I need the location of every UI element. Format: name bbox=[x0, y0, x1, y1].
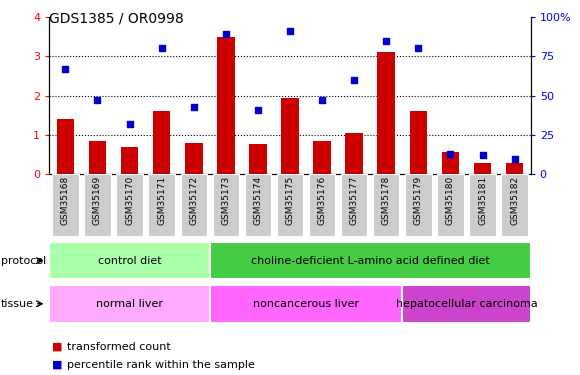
Bar bbox=[210, 285, 403, 322]
Text: GSM35177: GSM35177 bbox=[350, 176, 358, 225]
Bar bbox=[148, 174, 175, 236]
Text: GSM35176: GSM35176 bbox=[318, 176, 327, 225]
Text: GSM35180: GSM35180 bbox=[446, 176, 455, 225]
Text: ■: ■ bbox=[52, 342, 63, 352]
Text: GSM35181: GSM35181 bbox=[478, 176, 487, 225]
Bar bbox=[405, 174, 432, 236]
Text: GSM35182: GSM35182 bbox=[510, 176, 519, 225]
Bar bbox=[345, 133, 363, 174]
Text: ■: ■ bbox=[52, 360, 63, 369]
Bar bbox=[373, 174, 400, 236]
Bar bbox=[309, 174, 335, 236]
Point bbox=[382, 38, 391, 44]
Text: GSM35170: GSM35170 bbox=[125, 176, 134, 225]
Text: noncancerous liver: noncancerous liver bbox=[253, 299, 359, 309]
Text: GSM35178: GSM35178 bbox=[382, 176, 391, 225]
Text: choline-deficient L-amino acid defined diet: choline-deficient L-amino acid defined d… bbox=[251, 256, 490, 266]
Text: GSM35174: GSM35174 bbox=[253, 176, 262, 225]
Text: GSM35168: GSM35168 bbox=[61, 176, 70, 225]
Bar bbox=[153, 111, 171, 174]
Point bbox=[125, 121, 134, 127]
Bar bbox=[281, 98, 299, 174]
Text: GSM35172: GSM35172 bbox=[189, 176, 198, 225]
Bar bbox=[506, 163, 524, 174]
Bar bbox=[56, 119, 74, 174]
Point bbox=[510, 156, 519, 162]
Point bbox=[414, 45, 423, 51]
Text: GSM35169: GSM35169 bbox=[93, 176, 102, 225]
Text: GSM35173: GSM35173 bbox=[222, 176, 230, 225]
Bar bbox=[403, 285, 531, 322]
Bar bbox=[49, 285, 210, 322]
Text: tissue: tissue bbox=[1, 299, 34, 309]
Text: protocol: protocol bbox=[1, 256, 46, 266]
Bar bbox=[502, 174, 528, 236]
Bar bbox=[117, 174, 143, 236]
Point bbox=[253, 107, 263, 113]
Text: transformed count: transformed count bbox=[67, 342, 171, 352]
Point bbox=[93, 98, 102, 104]
Bar bbox=[52, 174, 78, 236]
Point bbox=[446, 151, 455, 157]
Bar bbox=[217, 37, 235, 174]
Bar bbox=[378, 53, 395, 174]
Bar bbox=[210, 242, 531, 279]
Point bbox=[189, 104, 198, 110]
Point bbox=[221, 31, 230, 37]
Text: GSM35179: GSM35179 bbox=[414, 176, 423, 225]
Point bbox=[317, 98, 327, 104]
Point bbox=[61, 66, 70, 72]
Bar bbox=[245, 174, 271, 236]
Text: percentile rank within the sample: percentile rank within the sample bbox=[67, 360, 255, 369]
Text: GSM35175: GSM35175 bbox=[285, 176, 295, 225]
Bar bbox=[180, 174, 207, 236]
Text: normal liver: normal liver bbox=[96, 299, 163, 309]
Bar bbox=[474, 163, 491, 174]
Point bbox=[350, 77, 359, 83]
Text: GSM35171: GSM35171 bbox=[157, 176, 166, 225]
Bar bbox=[409, 111, 427, 174]
Bar bbox=[341, 174, 367, 236]
Bar bbox=[121, 147, 139, 174]
Point bbox=[285, 28, 295, 34]
Bar bbox=[441, 152, 459, 174]
Bar bbox=[49, 242, 210, 279]
Bar bbox=[313, 141, 331, 174]
Bar bbox=[84, 174, 111, 236]
Bar bbox=[469, 174, 496, 236]
Point bbox=[478, 153, 487, 159]
Text: GDS1385 / OR0998: GDS1385 / OR0998 bbox=[49, 11, 184, 25]
Bar bbox=[185, 143, 202, 174]
Text: control diet: control diet bbox=[97, 256, 161, 266]
Bar bbox=[213, 174, 239, 236]
Bar bbox=[437, 174, 463, 236]
Bar bbox=[89, 141, 106, 174]
Point bbox=[157, 45, 166, 51]
Text: hepatocellular carcinoma: hepatocellular carcinoma bbox=[396, 299, 538, 309]
Bar bbox=[249, 144, 267, 174]
Bar bbox=[277, 174, 303, 236]
